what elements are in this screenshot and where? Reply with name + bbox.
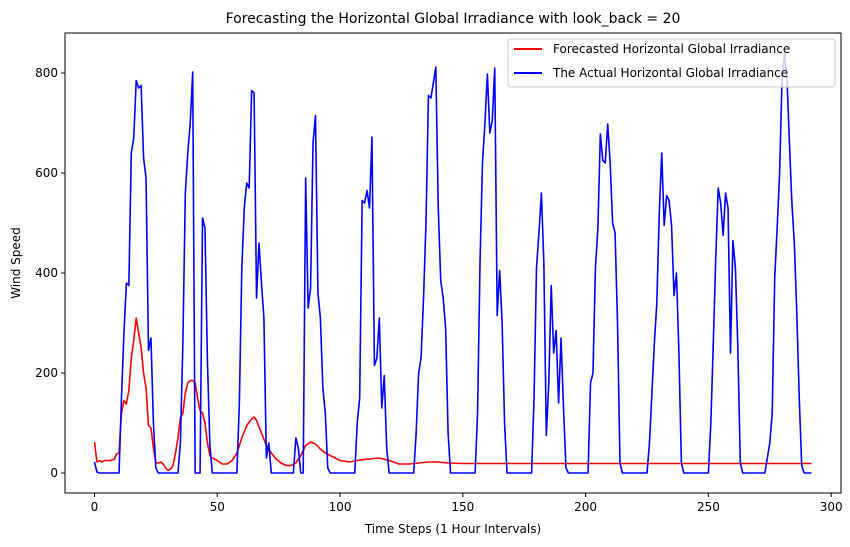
axes-frame xyxy=(64,32,842,494)
actual-series-line xyxy=(93,52,812,474)
x-axis: 0 50 100 150 200 250 300 xyxy=(91,493,843,514)
chart-title: Forecasting the Horizontal Global Irradi… xyxy=(226,11,681,27)
y-axis-label: Wind Speed xyxy=(9,227,23,299)
x-tick-label: 0 xyxy=(91,500,99,514)
y-tick-label: 400 xyxy=(35,266,58,280)
x-tick-label: 200 xyxy=(574,500,597,514)
x-tick-label: 150 xyxy=(451,500,474,514)
x-tick-label: 100 xyxy=(329,500,352,514)
legend: Forecasted Horizontal Global Irradiance … xyxy=(507,38,836,88)
forecast-series-line xyxy=(93,317,812,472)
x-tick-label: 250 xyxy=(697,500,720,514)
legend-label-actual: The Actual Horizontal Global Irradiance xyxy=(552,66,788,80)
legend-box xyxy=(507,38,836,88)
y-tick-label: 600 xyxy=(35,166,58,180)
y-tick-label: 0 xyxy=(50,466,58,480)
plot-area xyxy=(93,52,812,474)
x-tick-label: 50 xyxy=(210,500,225,514)
y-axis: 0 200 400 600 800 xyxy=(35,66,65,480)
y-tick-label: 800 xyxy=(35,66,58,80)
x-axis-label: Time Steps (1 Hour Intervals) xyxy=(364,522,541,536)
legend-label-forecast: Forecasted Horizontal Global Irradiance xyxy=(553,42,790,56)
x-tick-label: 300 xyxy=(820,500,843,514)
y-tick-label: 200 xyxy=(35,366,58,380)
